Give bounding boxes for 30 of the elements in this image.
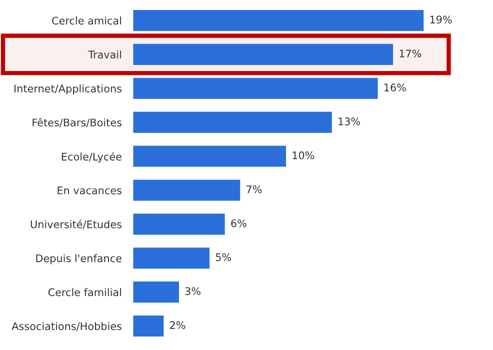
- bar: [133, 282, 179, 303]
- bar: [133, 214, 225, 235]
- data-label: 2%: [170, 321, 186, 330]
- y-tick-label: Cercle familial: [48, 288, 122, 296]
- data-label: 16%: [384, 84, 406, 92]
- data-label: 17%: [400, 50, 422, 58]
- data-label: 19%: [430, 16, 452, 24]
- bar: [133, 316, 164, 337]
- data-label: 3%: [185, 287, 200, 296]
- y-tick-label: Internet/Applications: [14, 84, 122, 94]
- y-tick-label: Depuis l'enfance: [36, 254, 122, 264]
- data-label: 6%: [231, 219, 246, 228]
- data-label: 10%: [292, 151, 314, 160]
- bar: [133, 10, 424, 31]
- data-label: 5%: [216, 253, 232, 262]
- bar: [133, 112, 332, 133]
- y-tick-label: Ecole/Lycée: [62, 152, 122, 163]
- bar: [133, 248, 210, 269]
- bar: [133, 180, 240, 201]
- bar: [133, 78, 378, 99]
- data-label: 13%: [338, 117, 360, 126]
- y-tick-label: Cercle amical: [52, 16, 122, 25]
- y-tick-label: Travail: [88, 50, 122, 59]
- data-label: 7%: [246, 185, 262, 194]
- bar: [133, 44, 394, 65]
- y-tick-label: Associations/Hobbies: [12, 322, 122, 331]
- y-tick-label: Université/Etudes: [30, 220, 122, 230]
- bar: [133, 146, 286, 167]
- y-tick-label: En vacances: [58, 186, 122, 194]
- y-tick-label: Fêtes/Bars/Boites: [32, 118, 122, 128]
